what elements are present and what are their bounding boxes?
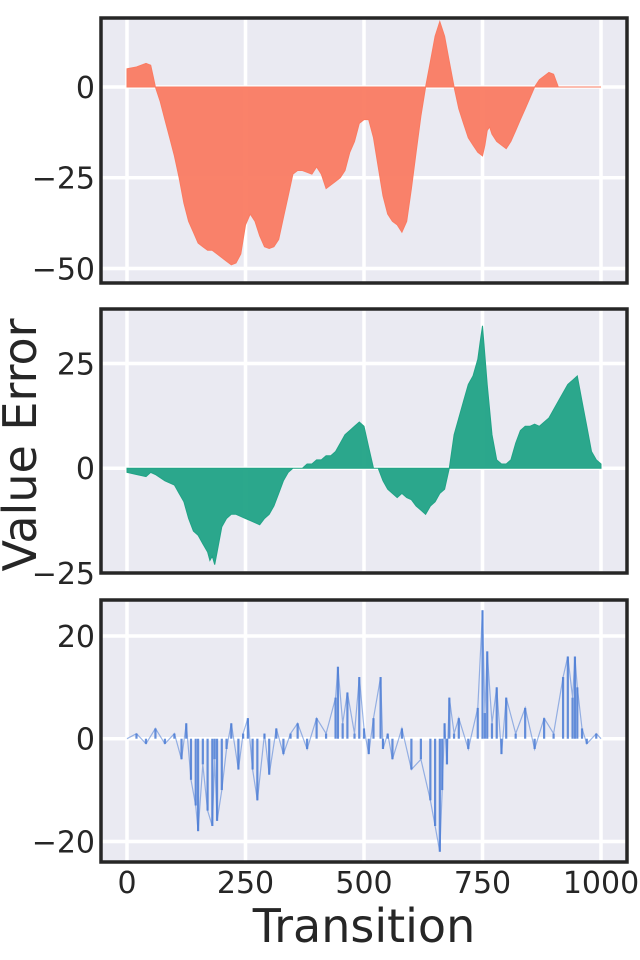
panel-2: −25 0 25 xyxy=(32,307,629,592)
panel-1: −50 −25 0 xyxy=(32,16,629,287)
xtick-label-1000: 1000 xyxy=(563,866,639,901)
panel-3: −20 0 20 0 250 500 750 1000 xyxy=(32,598,639,901)
panel-3-ytick-label--20: −20 xyxy=(32,825,95,860)
panel-1-frame xyxy=(99,16,629,285)
panel-3-frame xyxy=(99,598,629,864)
panel-2-frame xyxy=(99,307,629,575)
xtick-label-500: 500 xyxy=(335,866,392,901)
panel-2-ytick-label-25: 25 xyxy=(57,347,95,382)
panel-2-area-series xyxy=(126,325,602,565)
panels-layer: −50 −25 0 −25 0 25 −20 0 20 0 250 500 750 1000 xyxy=(32,16,639,901)
panel-1-ytick-label-0: 0 xyxy=(76,71,95,106)
panel-2-ytick-label--25: −25 xyxy=(32,557,95,592)
xtick-label-0: 0 xyxy=(117,866,136,901)
panel-2-ytick-label-0: 0 xyxy=(76,452,95,487)
panel-3-ytick-label-0: 0 xyxy=(76,723,95,758)
panel-3-ytick-label-20: 20 xyxy=(57,620,95,655)
xtick-label-750: 750 xyxy=(454,866,511,901)
x-axis-title: Transition xyxy=(252,899,475,953)
panel-1-ytick-label--25: −25 xyxy=(32,162,95,197)
xtick-label-250: 250 xyxy=(217,866,274,901)
y-axis-title: Value Error xyxy=(0,318,47,571)
panel-1-area-series xyxy=(126,19,601,266)
panel-1-ytick-label--50: −50 xyxy=(32,252,95,287)
